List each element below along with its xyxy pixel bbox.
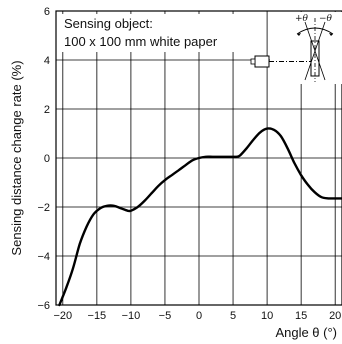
x-tick-label: −20 [53, 310, 72, 322]
sensor-icon [254, 55, 270, 68]
y-tick-label: 6 [44, 6, 50, 18]
x-ticks: −20 −15 −10 −5 0 5 10 15 20 [53, 310, 341, 322]
x-tick-label: 10 [261, 310, 273, 322]
x-tick-label: −15 [88, 310, 107, 322]
y-tick-label: −6 [37, 300, 50, 312]
x-tick-label: 5 [230, 310, 236, 322]
plus-theta-label: +θ [295, 14, 309, 24]
x-tick-label: 15 [295, 310, 307, 322]
plot-frame [55, 10, 342, 306]
series-line [58, 127, 342, 307]
x-tick-label: 0 [196, 310, 202, 322]
x-tick-label: −10 [122, 310, 141, 322]
x-tick-label: 20 [329, 310, 341, 322]
angle-diagram: +θ −θ [250, 12, 342, 84]
y-tick-label: 0 [44, 153, 50, 165]
annotation-box [60, 14, 260, 52]
y-tick-label: 4 [44, 55, 50, 67]
y-ticks: −6 −4 −2 0 2 4 6 [37, 6, 50, 312]
y-axis-title: Sensing distance change rate (%) [9, 60, 24, 255]
x-axis-title: Angle θ (°) [275, 325, 337, 340]
y-tick-label: −2 [37, 202, 50, 214]
y-tick-label: 2 [44, 104, 50, 116]
annotation-line-2: 100 x 100 mm white paper [64, 34, 218, 49]
y-tick-label: −4 [37, 251, 50, 263]
x-tick-label: −5 [159, 310, 172, 322]
minus-theta-label: −θ [319, 14, 333, 24]
annotation-line-1: Sensing object: [64, 16, 153, 31]
